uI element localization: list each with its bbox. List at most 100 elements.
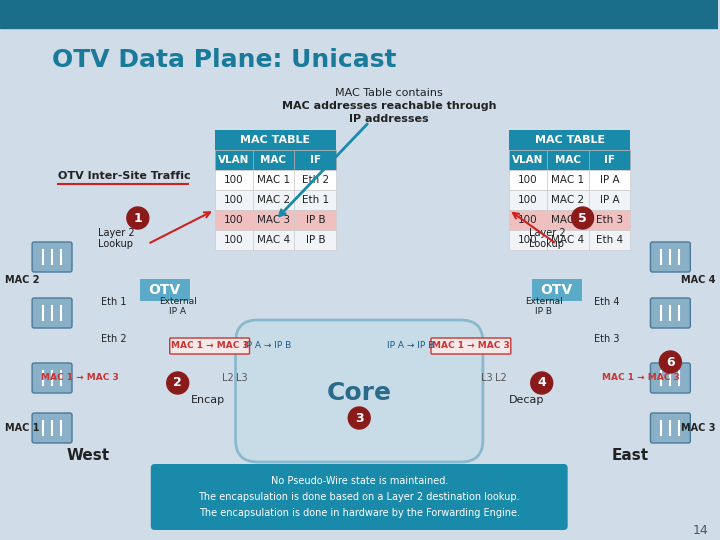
Text: IP B: IP B bbox=[305, 235, 325, 245]
Text: MAC 3: MAC 3 bbox=[551, 215, 584, 225]
Text: MAC 1 → MAC 3: MAC 1 → MAC 3 bbox=[602, 374, 680, 382]
FancyBboxPatch shape bbox=[215, 210, 253, 230]
Text: IF: IF bbox=[310, 155, 321, 165]
FancyBboxPatch shape bbox=[253, 150, 294, 170]
FancyBboxPatch shape bbox=[589, 170, 631, 190]
Text: MAC 4: MAC 4 bbox=[551, 235, 584, 245]
FancyBboxPatch shape bbox=[546, 230, 589, 250]
Text: Eth 1: Eth 1 bbox=[302, 195, 329, 205]
FancyBboxPatch shape bbox=[32, 363, 72, 393]
FancyBboxPatch shape bbox=[650, 298, 690, 328]
Text: L2: L2 bbox=[222, 373, 233, 383]
Text: MAC addresses reachable through: MAC addresses reachable through bbox=[282, 101, 496, 111]
Text: 4: 4 bbox=[537, 376, 546, 389]
Text: OTV Data Plane: Unicast: OTV Data Plane: Unicast bbox=[52, 48, 397, 72]
Text: Eth 4: Eth 4 bbox=[594, 297, 619, 307]
FancyBboxPatch shape bbox=[253, 170, 294, 190]
Text: Core: Core bbox=[327, 381, 392, 405]
Text: Lookup: Lookup bbox=[98, 239, 133, 249]
FancyBboxPatch shape bbox=[294, 150, 336, 170]
Text: 100: 100 bbox=[518, 175, 538, 185]
FancyBboxPatch shape bbox=[509, 230, 546, 250]
FancyBboxPatch shape bbox=[532, 279, 582, 301]
Text: MAC 3: MAC 3 bbox=[681, 423, 716, 433]
Text: Layer 2: Layer 2 bbox=[98, 228, 135, 238]
Text: Eth 2: Eth 2 bbox=[101, 334, 127, 344]
FancyBboxPatch shape bbox=[509, 150, 546, 170]
Text: L3: L3 bbox=[235, 373, 248, 383]
FancyBboxPatch shape bbox=[546, 210, 589, 230]
FancyBboxPatch shape bbox=[32, 298, 72, 328]
Text: IF: IF bbox=[604, 155, 615, 165]
FancyBboxPatch shape bbox=[150, 464, 567, 530]
Text: Lookup: Lookup bbox=[528, 239, 564, 249]
Text: MAC TABLE: MAC TABLE bbox=[240, 135, 310, 145]
Text: IP A: IP A bbox=[600, 175, 619, 185]
Text: IP addresses: IP addresses bbox=[349, 114, 429, 124]
Text: OTV: OTV bbox=[148, 283, 181, 297]
FancyBboxPatch shape bbox=[509, 130, 631, 150]
Bar bbox=[0, 0, 719, 28]
Text: No Pseudo-Wire state is maintained.: No Pseudo-Wire state is maintained. bbox=[271, 476, 448, 486]
FancyBboxPatch shape bbox=[253, 230, 294, 250]
FancyBboxPatch shape bbox=[546, 170, 589, 190]
Text: 14: 14 bbox=[693, 523, 708, 537]
FancyBboxPatch shape bbox=[650, 242, 690, 272]
FancyBboxPatch shape bbox=[294, 230, 336, 250]
Text: Eth 2: Eth 2 bbox=[302, 175, 329, 185]
Text: 100: 100 bbox=[224, 235, 243, 245]
Text: East: East bbox=[612, 449, 649, 463]
Circle shape bbox=[660, 351, 681, 373]
FancyBboxPatch shape bbox=[170, 338, 250, 354]
Text: Decap: Decap bbox=[509, 395, 544, 405]
FancyBboxPatch shape bbox=[215, 230, 253, 250]
Text: 100: 100 bbox=[518, 195, 538, 205]
Text: Eth 4: Eth 4 bbox=[596, 235, 623, 245]
Text: 100: 100 bbox=[224, 215, 243, 225]
Text: 3: 3 bbox=[355, 411, 364, 424]
Text: MAC: MAC bbox=[554, 155, 580, 165]
FancyBboxPatch shape bbox=[589, 150, 631, 170]
Text: Encap: Encap bbox=[191, 395, 225, 405]
FancyBboxPatch shape bbox=[253, 210, 294, 230]
FancyBboxPatch shape bbox=[294, 190, 336, 210]
FancyBboxPatch shape bbox=[32, 242, 72, 272]
FancyBboxPatch shape bbox=[650, 413, 690, 443]
Text: 1: 1 bbox=[133, 212, 143, 225]
Text: OTV: OTV bbox=[541, 283, 573, 297]
Circle shape bbox=[167, 372, 189, 394]
FancyBboxPatch shape bbox=[589, 190, 631, 210]
Text: MAC TABLE: MAC TABLE bbox=[534, 135, 605, 145]
Text: External
IP A: External IP A bbox=[159, 296, 197, 316]
FancyBboxPatch shape bbox=[509, 210, 546, 230]
FancyBboxPatch shape bbox=[294, 170, 336, 190]
Circle shape bbox=[572, 207, 593, 229]
Text: Layer 2: Layer 2 bbox=[528, 228, 565, 238]
Text: MAC 3: MAC 3 bbox=[257, 215, 290, 225]
Text: L2: L2 bbox=[495, 373, 507, 383]
Text: Eth 3: Eth 3 bbox=[596, 215, 623, 225]
FancyBboxPatch shape bbox=[431, 338, 510, 354]
Text: Eth 3: Eth 3 bbox=[594, 334, 619, 344]
FancyBboxPatch shape bbox=[589, 210, 631, 230]
Text: Eth 1: Eth 1 bbox=[101, 297, 127, 307]
Text: L3: L3 bbox=[481, 373, 492, 383]
FancyBboxPatch shape bbox=[215, 190, 253, 210]
FancyBboxPatch shape bbox=[235, 320, 483, 462]
FancyBboxPatch shape bbox=[140, 279, 189, 301]
Text: MAC 1: MAC 1 bbox=[257, 175, 290, 185]
Text: IP B: IP B bbox=[305, 215, 325, 225]
FancyBboxPatch shape bbox=[650, 363, 690, 393]
Text: VLAN: VLAN bbox=[512, 155, 544, 165]
Text: MAC 2: MAC 2 bbox=[257, 195, 290, 205]
Circle shape bbox=[531, 372, 553, 394]
Text: The encapsulation is done in hardware by the Forwarding Engine.: The encapsulation is done in hardware by… bbox=[199, 508, 520, 518]
Text: MAC 1 → MAC 3: MAC 1 → MAC 3 bbox=[41, 374, 119, 382]
Text: 5: 5 bbox=[578, 212, 587, 225]
Text: IP A → IP B: IP A → IP B bbox=[244, 341, 291, 350]
FancyBboxPatch shape bbox=[589, 230, 631, 250]
Text: IP A → IP B: IP A → IP B bbox=[387, 341, 435, 350]
Text: MAC: MAC bbox=[261, 155, 287, 165]
Text: OTV Inter-Site Traffic: OTV Inter-Site Traffic bbox=[58, 171, 191, 181]
FancyBboxPatch shape bbox=[32, 413, 72, 443]
